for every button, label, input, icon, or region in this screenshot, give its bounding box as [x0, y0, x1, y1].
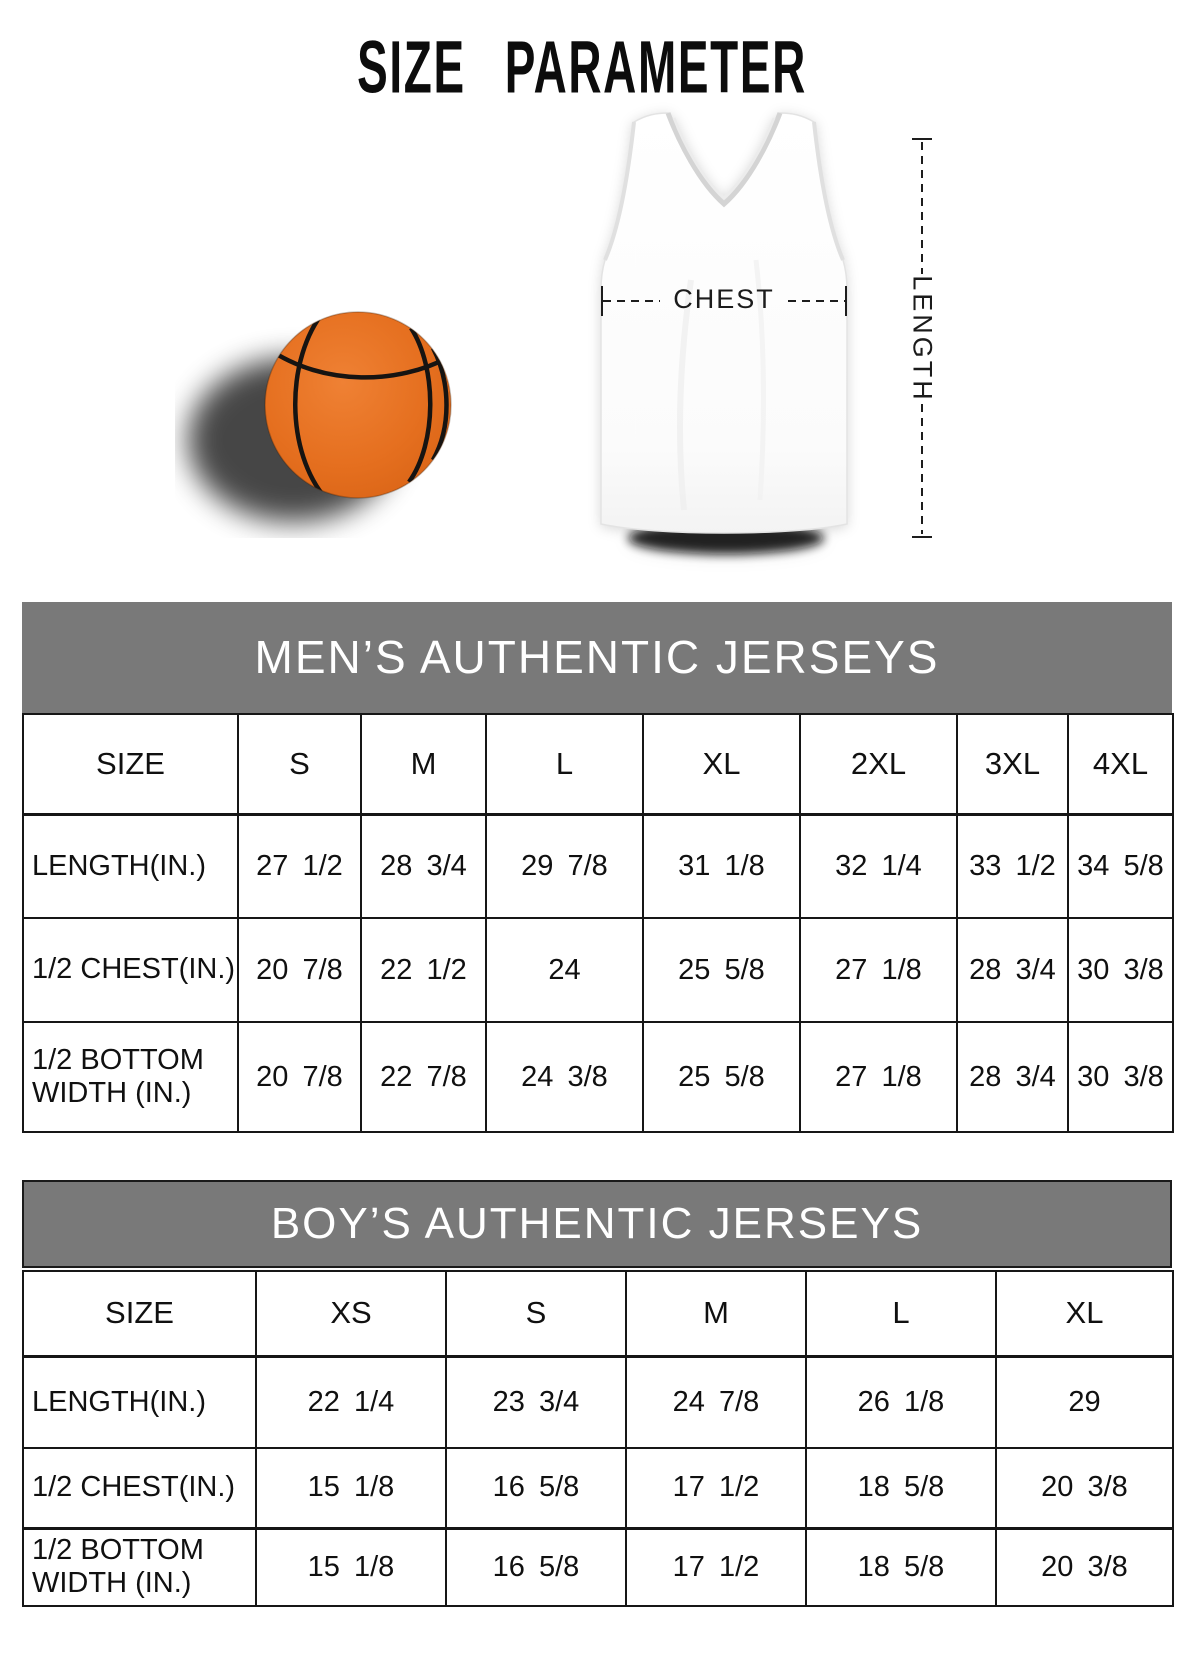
boys-length-row: LENGTH(IN.) 22 1/4 23 3/4 24 7/8 26 1/8 … [22, 1354, 1174, 1449]
cell: 28 3/4 [360, 812, 487, 919]
length-dash-top [921, 142, 923, 274]
cell: 24 [485, 917, 644, 1023]
basketball-icon [188, 311, 452, 522]
length-label: LENGTH [907, 275, 938, 403]
cell: 26 1/8 [805, 1354, 997, 1449]
cell: 30 3/8 [1067, 917, 1174, 1023]
cell: 25 5/8 [642, 917, 801, 1023]
boys-col-s: S [445, 1270, 627, 1357]
cell: 22 7/8 [360, 1021, 487, 1133]
cell: 22 1/4 [255, 1354, 447, 1449]
cell: 23 3/4 [445, 1354, 627, 1449]
cell: 15 1/8 [255, 1526, 447, 1607]
cell: 29 7/8 [485, 812, 644, 919]
cell: 18 5/8 [805, 1526, 997, 1607]
boys-chest-row: 1/2 CHEST(IN.) 15 1/8 16 5/8 17 1/2 18 5… [22, 1447, 1174, 1529]
cell: 17 1/2 [625, 1526, 807, 1607]
mens-length-row: LENGTH(IN.) 27 1/2 28 3/4 29 7/8 31 1/8 … [22, 812, 1174, 919]
mens-table-title: MEN’S AUTHENTIC JERSEYS [22, 602, 1172, 713]
cell: 17 1/2 [625, 1447, 807, 1529]
cell: 20 7/8 [237, 1021, 362, 1133]
chest-left-tick [601, 286, 603, 316]
mens-col-l: L [485, 713, 644, 815]
length-top-tick [912, 138, 932, 140]
boys-col-m: M [625, 1270, 807, 1357]
cell: 16 5/8 [445, 1526, 627, 1607]
cell: 22 1/2 [360, 917, 487, 1023]
row-label: LENGTH(IN.) [22, 1354, 257, 1449]
chest-label: CHEST [673, 284, 775, 314]
boys-col-xs: XS [255, 1270, 447, 1357]
boys-table-title: BOY’S AUTHENTIC JERSEYS [22, 1180, 1172, 1268]
cell: 20 7/8 [237, 917, 362, 1023]
cell: 28 3/4 [956, 1021, 1069, 1133]
cell: 15 1/8 [255, 1447, 447, 1529]
cell: 27 1/8 [799, 917, 958, 1023]
mens-header-row: SIZE S M L XL 2XL 3XL 4XL [22, 713, 1174, 815]
cell: 30 3/8 [1067, 1021, 1174, 1133]
mens-size-header: SIZE [22, 713, 239, 815]
jersey-illustration [600, 112, 848, 554]
length-dash-bottom [921, 404, 923, 534]
cell: 34 5/8 [1067, 812, 1174, 919]
mens-col-4xl: 4XL [1067, 713, 1174, 815]
mens-chest-row: 1/2 CHEST(IN.) 20 7/8 22 1/2 24 25 5/8 2… [22, 917, 1174, 1023]
row-label: 1/2 CHEST(IN.) [22, 1447, 257, 1529]
cell: 28 3/4 [956, 917, 1069, 1023]
row-label: 1/2 CHEST(IN.) [22, 917, 239, 1023]
cell: 18 5/8 [805, 1447, 997, 1529]
cell: 24 3/8 [485, 1021, 644, 1133]
cell: 25 5/8 [642, 1021, 801, 1133]
chest-right-tick [845, 286, 847, 316]
cell: 20 3/8 [995, 1526, 1174, 1607]
page-title: SIZE PARAMETER [357, 25, 807, 109]
cell: 16 5/8 [445, 1447, 627, 1529]
mens-col-2xl: 2XL [799, 713, 958, 815]
mens-col-m: M [360, 713, 487, 815]
cell: 29 [995, 1354, 1174, 1449]
cell: 27 1/2 [237, 812, 362, 919]
length-bottom-tick [912, 536, 932, 538]
boys-col-l: L [805, 1270, 997, 1357]
boys-bottom-width-row: 1/2 BOTTOM WIDTH (IN.) 15 1/8 16 5/8 17 … [22, 1526, 1174, 1607]
cell: 33 1/2 [956, 812, 1069, 919]
cell: 24 7/8 [625, 1354, 807, 1449]
row-label: LENGTH(IN.) [22, 812, 239, 919]
cell: 20 3/8 [995, 1447, 1174, 1529]
boys-size-header: SIZE [22, 1270, 257, 1357]
boys-header-row: SIZE XS S M L XL [22, 1270, 1174, 1357]
row-label: 1/2 BOTTOM WIDTH (IN.) [22, 1526, 257, 1607]
mens-col-s: S [237, 713, 362, 815]
boys-size-table: SIZE XS S M L XL LENGTH(IN.) 22 1/4 23 3… [22, 1270, 1174, 1607]
mens-col-xl: XL [642, 713, 801, 815]
cell: 32 1/4 [799, 812, 958, 919]
cell: 31 1/8 [642, 812, 801, 919]
mens-size-table: SIZE S M L XL 2XL 3XL 4XL LENGTH(IN.) 27… [22, 713, 1174, 1133]
cell: 27 1/8 [799, 1021, 958, 1133]
row-label: 1/2 BOTTOM WIDTH (IN.) [22, 1021, 239, 1133]
boys-col-xl: XL [995, 1270, 1174, 1357]
mens-col-3xl: 3XL [956, 713, 1069, 815]
chest-dash-left [603, 300, 660, 302]
mens-bottom-width-row: 1/2 BOTTOM WIDTH (IN.) 20 7/8 22 7/8 24 … [22, 1021, 1174, 1133]
chest-dash-right [788, 300, 845, 302]
